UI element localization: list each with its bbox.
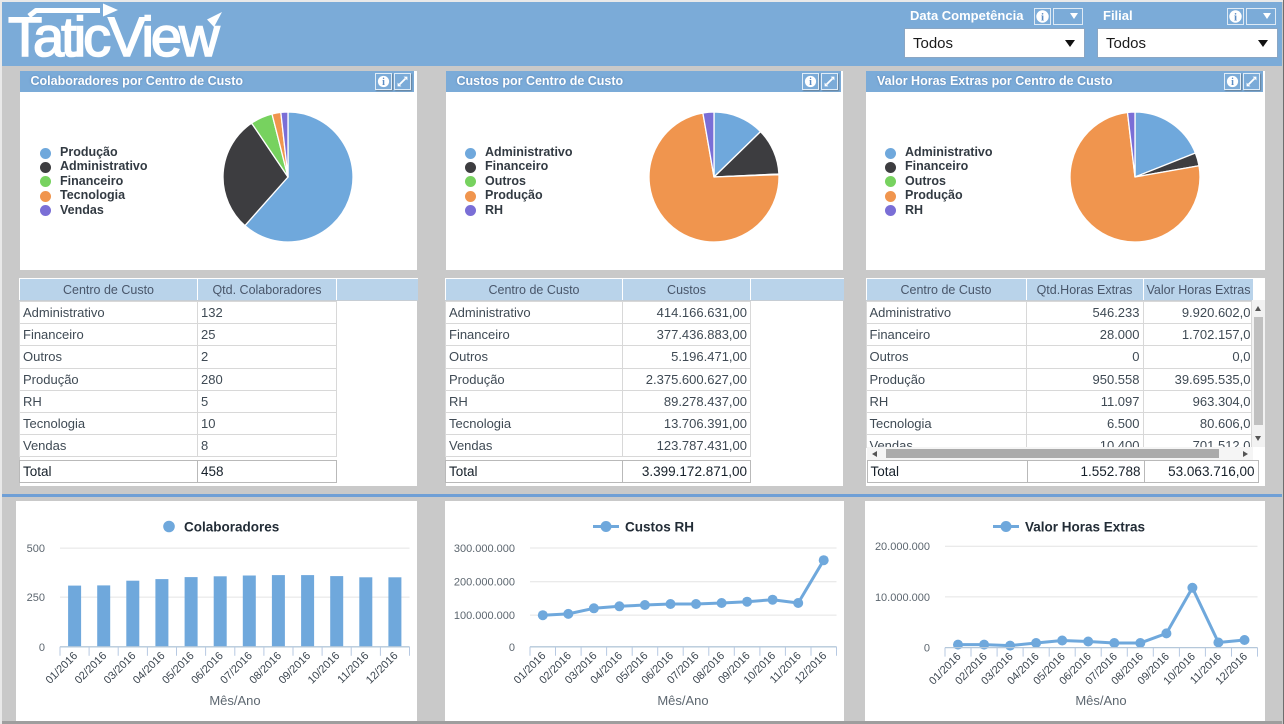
svg-text:0: 0 <box>508 642 514 654</box>
svg-text:i: i <box>1231 77 1234 88</box>
svg-text:250: 250 <box>27 592 45 604</box>
svg-text:i: i <box>809 77 812 88</box>
svg-text:Mês/Ano: Mês/Ano <box>209 693 260 708</box>
svg-text:i: i <box>382 77 385 88</box>
svg-text:0: 0 <box>924 643 930 655</box>
svg-text:i: i <box>1234 12 1237 24</box>
svg-text:300.000.000: 300.000.000 <box>453 543 514 555</box>
svg-text:10.000.000: 10.000.000 <box>875 592 930 604</box>
svg-text:Colaboradores: Colaboradores <box>184 520 279 535</box>
svg-text:Mês/Ano: Mês/Ano <box>657 693 708 708</box>
svg-text:Mês/Ano: Mês/Ano <box>1075 693 1126 708</box>
svg-text:200.000.000: 200.000.000 <box>453 577 514 589</box>
svg-text:i: i <box>1041 12 1044 24</box>
svg-text:0: 0 <box>39 642 45 654</box>
svg-text:10/2016: 10/2016 <box>306 650 343 687</box>
svg-text:TaticView: TaticView <box>8 5 220 66</box>
svg-text:500: 500 <box>27 543 45 555</box>
svg-text:12/2016: 12/2016 <box>364 650 401 687</box>
svg-text:100.000.000: 100.000.000 <box>453 610 514 622</box>
svg-text:Valor Horas Extras: Valor Horas Extras <box>1025 520 1145 535</box>
svg-text:20.000.000: 20.000.000 <box>875 541 930 553</box>
svg-text:Custos RH: Custos RH <box>625 520 694 535</box>
